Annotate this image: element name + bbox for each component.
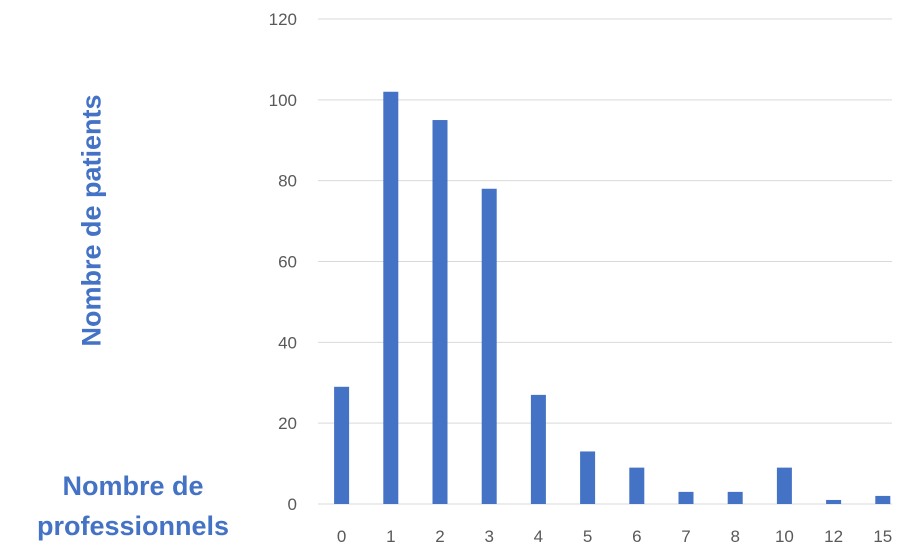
x-tick-label-0: 0 (337, 527, 346, 546)
y-tick-labels: 0 20 40 60 80 100 120 (269, 10, 297, 514)
bar-1 (383, 91, 399, 504)
y-tick-label-80: 80 (278, 172, 297, 191)
y-tick-label-60: 60 (278, 253, 297, 272)
bar-0 (334, 386, 350, 504)
x-tick-labels: 0 1 2 3 4 5 6 7 8 10 12 15 (337, 527, 892, 546)
x-axis-label-line-1: Nombre de (62, 471, 204, 501)
y-tick-label-100: 100 (269, 91, 297, 110)
bar-15 (875, 495, 891, 504)
x-tick-label-12: 12 (824, 527, 843, 546)
bar-5 (580, 451, 596, 504)
y-tick-label-0: 0 (288, 495, 297, 514)
x-axis-label: Nombre de professionnels (18, 466, 248, 546)
y-tick-label-120: 120 (269, 10, 297, 29)
bar-6 (629, 467, 645, 504)
x-tick-label-5: 5 (583, 527, 592, 546)
x-tick-label-6: 6 (632, 527, 641, 546)
y-axis-label: Nombre de patients (65, 70, 119, 370)
bar-7 (678, 491, 694, 504)
x-tick-label-3: 3 (484, 527, 493, 546)
x-tick-label-10: 10 (775, 527, 794, 546)
x-tick-label-7: 7 (681, 527, 690, 546)
bar-2 (432, 120, 448, 505)
gridlines (318, 18, 892, 505)
x-axis-label-line-2: professionnels (36, 511, 230, 541)
bar-12 (826, 499, 842, 504)
bar-3 (481, 188, 497, 504)
bar-10 (776, 467, 792, 504)
x-tick-label-15: 15 (873, 527, 892, 546)
x-tick-label-2: 2 (435, 527, 444, 546)
bars (334, 91, 891, 505)
x-tick-label-1: 1 (386, 527, 395, 546)
y-tick-label-40: 40 (278, 333, 297, 352)
bar-4 (530, 394, 546, 504)
bar-8 (727, 491, 743, 504)
x-tick-label-8: 8 (730, 527, 739, 546)
y-tick-label-20: 20 (278, 414, 297, 433)
y-axis-label-text: Nombre de patients (76, 93, 107, 347)
x-tick-label-4: 4 (534, 527, 543, 546)
